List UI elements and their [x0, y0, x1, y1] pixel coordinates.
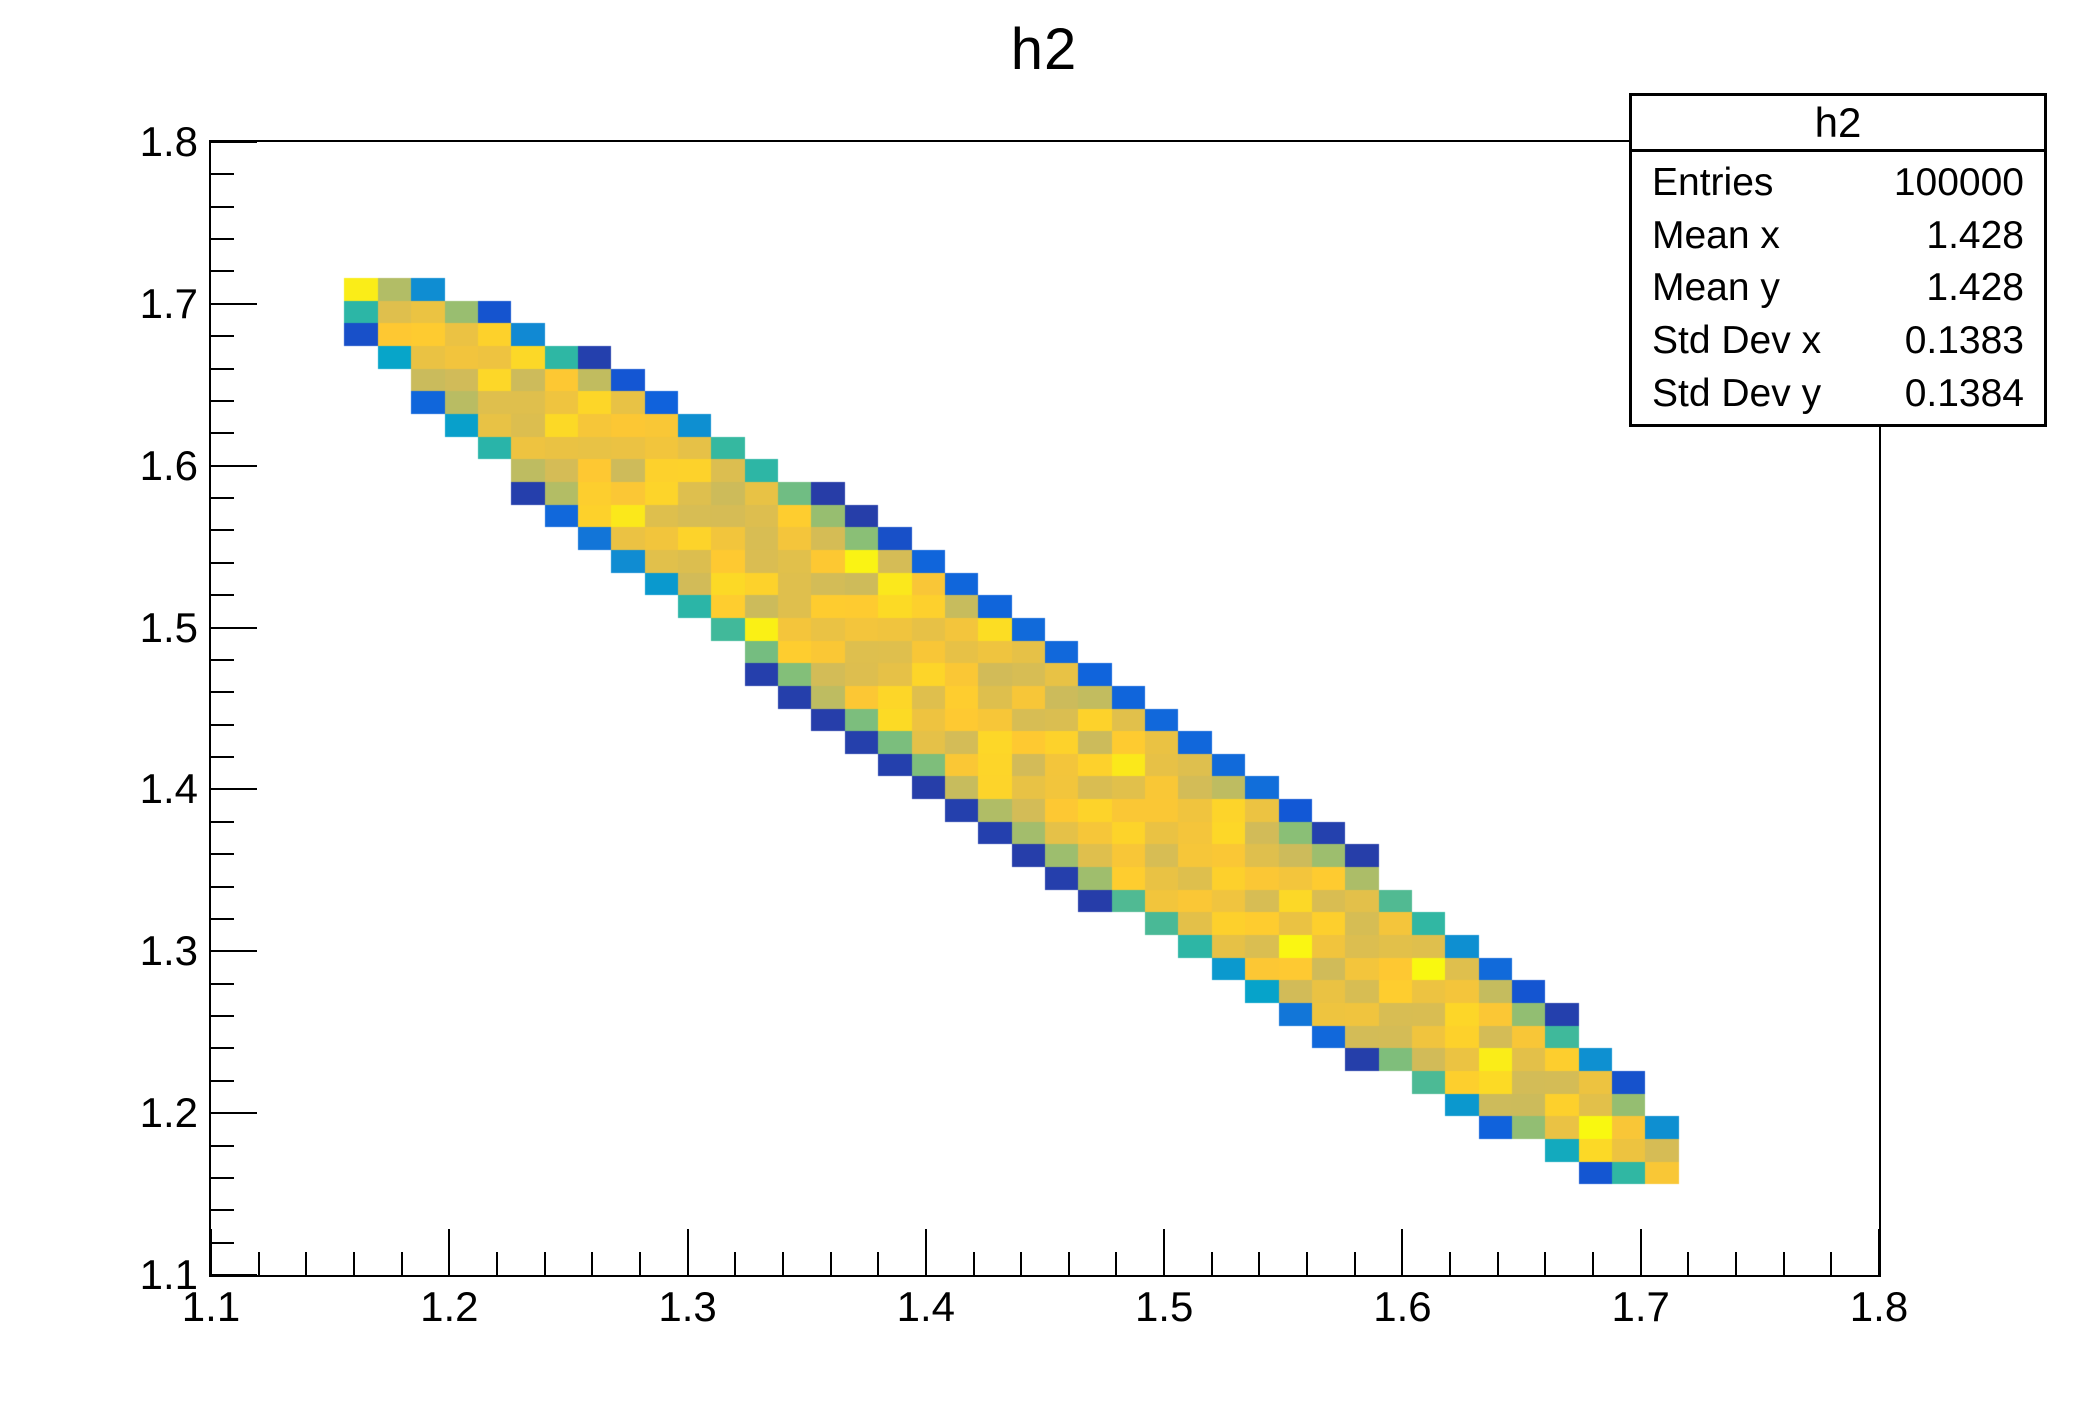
x-tick-label: 1.1 — [181, 1283, 241, 1330]
y-tick-label: 1.2 — [139, 1089, 198, 1137]
stats-value: 0.1384 — [1904, 372, 2024, 416]
stats-row-entries: Entries 100000 — [1632, 163, 2044, 202]
y-tick-label: 1.3 — [139, 927, 198, 975]
x-tick-label: 1.4 — [896, 1283, 956, 1330]
y-tick-label: 1.7 — [139, 279, 198, 327]
stats-row-mean-x: Mean x 1.428 — [1632, 216, 2044, 255]
stats-box: h2 Entries 100000 Mean x 1.428 Mean y 1.… — [1629, 93, 2047, 427]
stats-row-stddev-y: Std Dev y 0.1384 — [1632, 374, 2044, 413]
heatmap-canvas — [211, 142, 1879, 1275]
x-tick-label: 1.2 — [420, 1283, 479, 1330]
stats-value: 100000 — [1893, 160, 2024, 204]
stats-value: 1.428 — [1926, 213, 2024, 257]
stats-box-title: h2 — [1632, 96, 2044, 152]
stats-row-mean-y: Mean y 1.428 — [1632, 268, 2044, 307]
stats-value: 1.428 — [1926, 266, 2024, 310]
stats-value: 0.1383 — [1904, 319, 2024, 363]
y-tick-label: 1.5 — [139, 603, 198, 651]
x-tick-label: 1.6 — [1373, 1283, 1432, 1330]
stats-label: Std Dev x — [1652, 319, 1822, 363]
stats-label: Entries — [1652, 160, 1774, 204]
stats-label: Mean y — [1652, 266, 1780, 310]
stats-rows: Entries 100000 Mean x 1.428 Mean y 1.428… — [1632, 152, 2044, 424]
y-tick-label: 1.1 — [139, 1251, 198, 1298]
y-tick-label: 1.6 — [139, 441, 198, 489]
y-tick-label: 1.4 — [139, 765, 198, 813]
chart-title: h2 — [1010, 17, 1078, 82]
x-tick-label: 1.5 — [1134, 1283, 1194, 1330]
x-tick-label: 1.8 — [1849, 1283, 1909, 1330]
stats-label: Mean x — [1652, 213, 1780, 257]
stats-row-stddev-x: Std Dev x 0.1383 — [1632, 321, 2044, 360]
x-tick-label: 1.3 — [658, 1283, 717, 1330]
plot-frame — [209, 140, 1881, 1277]
x-tick-label: 1.7 — [1611, 1283, 1670, 1330]
y-tick-label: 1.8 — [139, 118, 198, 165]
stats-label: Std Dev y — [1652, 372, 1822, 416]
